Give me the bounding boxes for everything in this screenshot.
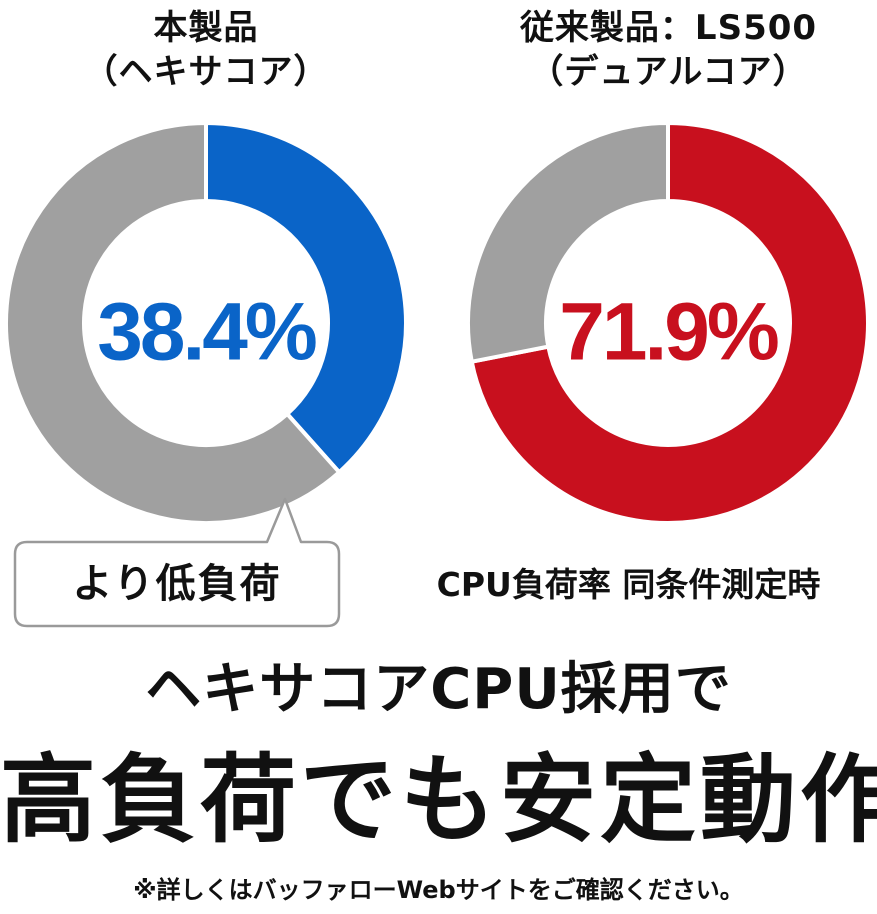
- headline-line2: 高負荷でも安定動作: [0, 744, 877, 856]
- remaining-slice: [466, 120, 670, 365]
- remaining-slice: [4, 120, 343, 525]
- callout-label: より低負荷: [72, 561, 282, 607]
- chart-title-line1: 本製品: [153, 8, 259, 48]
- cpu-load-slice: [204, 120, 408, 476]
- footnote: ※詳しくはバッファローWebサイトをご確認ください。: [133, 876, 744, 904]
- chart-title-line2: （デュアルコア）: [529, 52, 808, 92]
- cpu-load-slice: [469, 120, 870, 525]
- percent-label: 38.4%: [97, 287, 316, 378]
- percent-label: 71.9%: [559, 287, 778, 378]
- measurement-condition-note: CPU負荷率 同条件測定時: [436, 565, 821, 604]
- chart-panel-this-product: 本製品 （ヘキサコア）: [0, 0, 412, 94]
- headline-line1: ヘキサコアCPU採用で: [145, 657, 732, 722]
- chart-title-line1: 従来製品：LS500: [519, 8, 818, 48]
- donut-chart-previous-product: 71.9%: [466, 120, 870, 525]
- chart-panel-previous-product: 従来製品：LS500 （デュアルコア）: [460, 0, 877, 94]
- lower-load-callout: より低負荷: [13, 497, 341, 628]
- donut-chart-this-product: 38.4%: [4, 120, 408, 525]
- chart-title-line2: （ヘキサコア）: [83, 52, 329, 92]
- callout-bubble-shape: [13, 497, 341, 628]
